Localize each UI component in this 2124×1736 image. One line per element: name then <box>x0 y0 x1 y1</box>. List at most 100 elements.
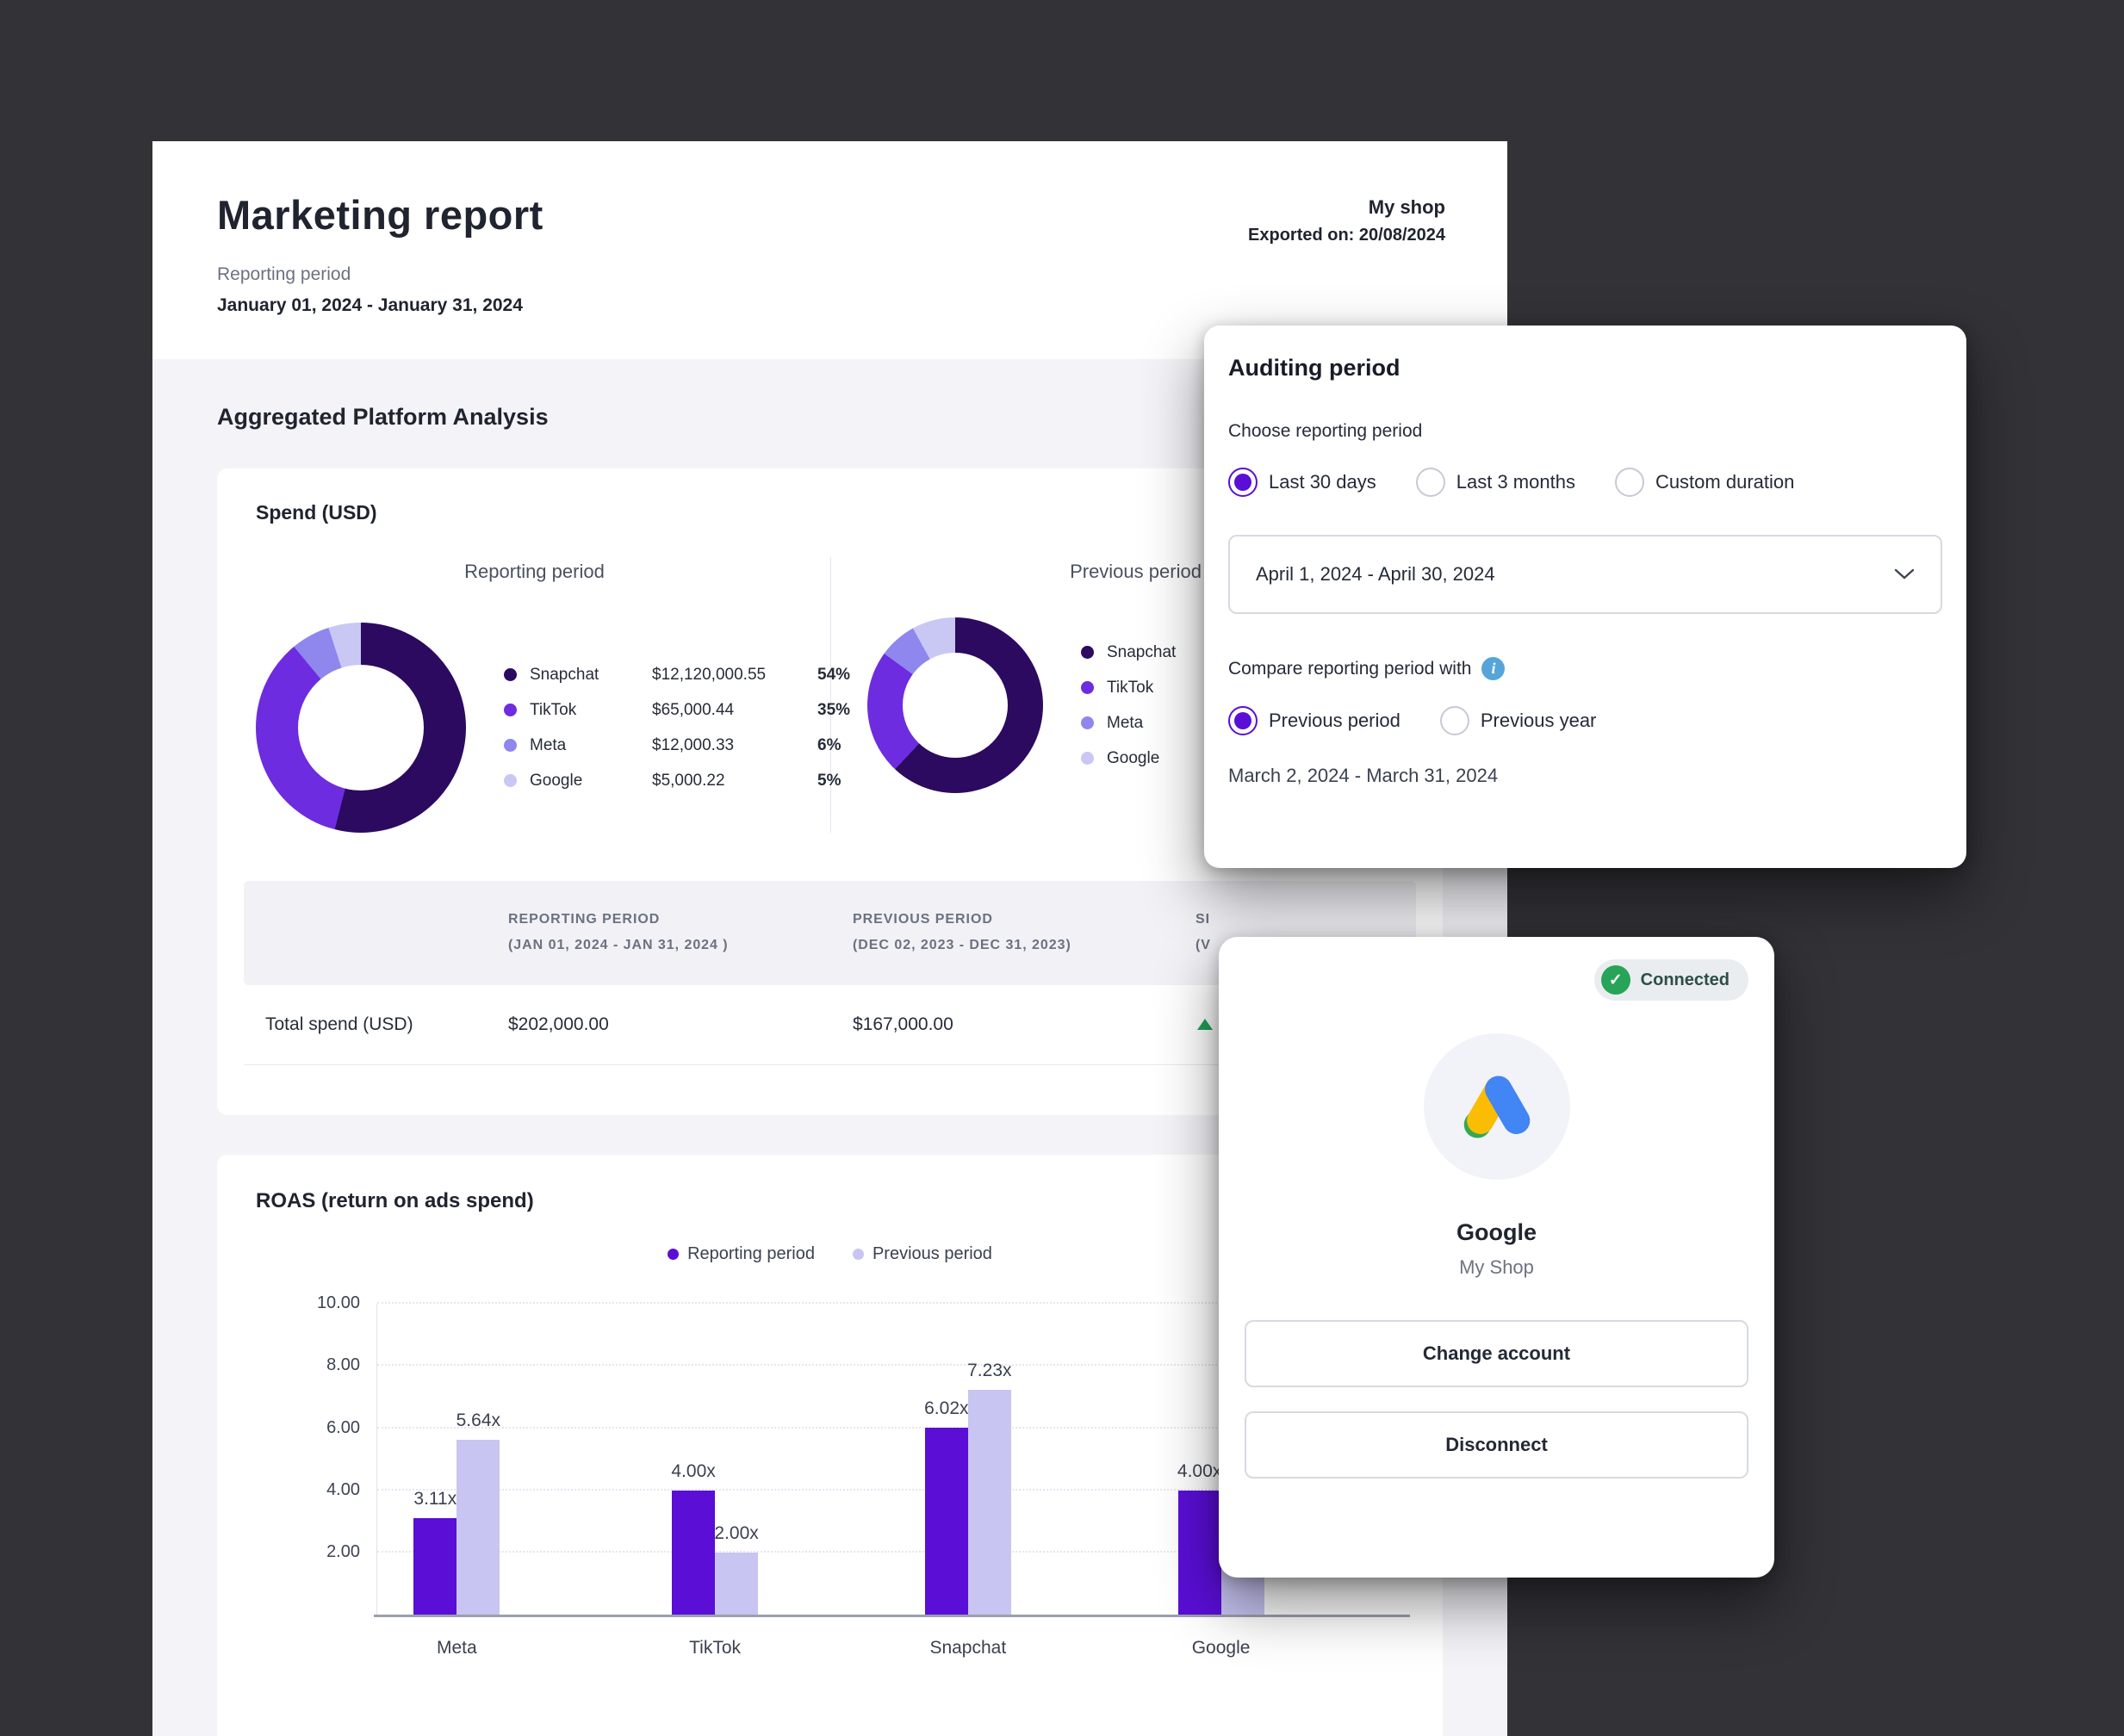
shop-name: My shop <box>1368 196 1445 218</box>
info-icon[interactable]: i <box>1481 657 1506 680</box>
donut-row: Reporting period Snapchat $12,120,000.55 5… <box>256 557 1404 833</box>
legend-dot-icon <box>504 704 517 716</box>
connected-status-badge: ✓ Connected <box>1593 959 1748 1001</box>
row-reporting-value: $202,000.00 <box>508 1014 609 1034</box>
radio-icon[interactable] <box>1439 706 1469 735</box>
bar-previous-period-tiktok <box>715 1553 759 1615</box>
table-header-change-clipped: SI (V <box>1196 912 1211 953</box>
legend-percent: 35% <box>817 700 851 719</box>
legend-label: Previous period <box>872 1243 992 1263</box>
legend-value: $5,000.22 <box>652 771 725 790</box>
legend-label: Snapchat <box>1107 642 1177 661</box>
radio-icon[interactable] <box>1415 468 1445 497</box>
radio-period-custom-duration[interactable]: Custom duration <box>1614 468 1795 497</box>
google-ads-logo-icon <box>1463 1076 1530 1138</box>
legend-item: TikTok <box>1081 679 1176 698</box>
donut-hole <box>903 653 1008 758</box>
auditing-period-panel: Auditing period Choose reporting period … <box>1204 326 1966 868</box>
legend-percent: 54% <box>817 665 851 684</box>
bar-value-label: 2.00x <box>714 1523 759 1544</box>
legend-value: $65,000.44 <box>652 700 735 719</box>
radio-period-last-3-months[interactable]: Last 3 months <box>1415 468 1575 497</box>
platform-name: Google <box>1456 1219 1537 1245</box>
compare-period-radio-group: Previous period Previous year <box>1228 706 1942 735</box>
radio-icon[interactable] <box>1228 706 1258 735</box>
bar-previous-period-snapchat <box>967 1390 1011 1615</box>
legend-label: TikTok <box>1107 678 1154 697</box>
radio-label: Custom duration <box>1655 471 1795 493</box>
radio-period-last-30-days[interactable]: Last 30 days <box>1228 468 1376 497</box>
legend-dot-icon <box>1081 681 1094 694</box>
previous-period-donut-section: Previous period Snapchat TikTok Meta Google <box>831 557 1404 833</box>
radio-label: Previous year <box>1480 710 1597 731</box>
gridline <box>377 1364 1410 1367</box>
exported-on: Exported on: 20/08/2024 <box>1248 226 1445 245</box>
x-axis-baseline <box>374 1614 1410 1617</box>
donut-title-previous: Previous period <box>1070 561 1202 582</box>
y-axis-tick-label: 8.00 <box>326 1355 360 1375</box>
legend-dot-icon <box>504 739 517 752</box>
legend-label: TikTok <box>530 700 577 719</box>
donut-hole <box>298 665 424 790</box>
radio-icon[interactable] <box>1614 468 1644 497</box>
spend-card-title: Spend (USD) <box>256 501 377 524</box>
gridline <box>377 1426 1410 1429</box>
y-axis-tick-label: 6.00 <box>326 1417 360 1437</box>
legend-item: Meta $12,000.33 6% <box>504 736 869 755</box>
radio-compare-previous-year[interactable]: Previous year <box>1439 706 1597 735</box>
legend-item: Google $5,000.22 5% <box>504 772 869 790</box>
gridline <box>377 1488 1410 1491</box>
radio-label: Previous period <box>1269 710 1400 731</box>
legend-dot-icon <box>668 1248 680 1260</box>
table-row-total-spend: Total spend (USD) $202,000.00 $167,000.0… <box>244 985 1416 1065</box>
auditing-panel-title: Auditing period <box>1228 355 1400 381</box>
legend-dot-icon <box>1081 752 1094 765</box>
x-axis-label-tiktok: TikTok <box>689 1637 742 1658</box>
radio-icon[interactable] <box>1228 468 1258 497</box>
change-account-button[interactable]: Change account <box>1245 1320 1748 1387</box>
legend-dot-icon <box>504 774 517 787</box>
legend-label: Google <box>1107 748 1160 767</box>
disconnect-button[interactable]: Disconnect <box>1245 1411 1748 1479</box>
reporting-period-label: Reporting period <box>217 264 351 284</box>
bar-reporting-period-snapchat <box>924 1427 968 1615</box>
row-previous-value: $167,000.00 <box>853 1014 953 1034</box>
chevron-down-icon <box>1894 568 1915 580</box>
bar-value-label: 6.02x <box>924 1398 969 1418</box>
legend-item: Snapchat $12,120,000.55 54% <box>504 666 869 685</box>
radio-compare-previous-period[interactable]: Previous period <box>1228 706 1400 735</box>
row-label: Total spend (USD) <box>265 1014 413 1034</box>
donut-legend-reporting: Snapchat $12,120,000.55 54% TikTok $65,000.4… <box>504 666 869 790</box>
donut-title-reporting: Reporting period <box>464 561 605 582</box>
legend-value: $12,120,000.55 <box>652 665 767 684</box>
legend-item: Snapchat <box>1081 643 1176 662</box>
legend-label: Meta <box>530 735 567 754</box>
reporting-period-value: January 01, 2024 - January 31, 2024 <box>217 295 523 315</box>
x-axis-label-meta: Meta <box>436 1637 477 1658</box>
y-axis-tick-label: 2.00 <box>326 1542 360 1562</box>
date-range-select[interactable]: April 1, 2024 - April 30, 2024 <box>1228 535 1942 614</box>
table-header-previous: PREVIOUS PERIOD (DEC 02, 2023 - DEC 31, … <box>853 912 1071 953</box>
radio-label: Last 30 days <box>1269 471 1376 493</box>
table-header-reporting: REPORTING PERIOD (JAN 01, 2024 - JAN 31,… <box>508 912 729 953</box>
legend-dot-icon <box>504 668 517 681</box>
page-title: Marketing report <box>217 192 543 238</box>
x-axis-label-snapchat: Snapchat <box>929 1637 1007 1658</box>
bar-reporting-period-google <box>1177 1490 1221 1615</box>
legend-percent: 5% <box>817 771 842 790</box>
bar-reporting-period-tiktok <box>672 1490 716 1615</box>
report-header: Marketing report Reporting period Januar… <box>152 141 1507 359</box>
gridline <box>377 1301 1410 1304</box>
legend-label: Snapchat <box>530 665 599 684</box>
legend-value: $12,000.33 <box>652 735 735 754</box>
legend-label: Meta <box>1107 713 1144 732</box>
bar-value-label: 5.64x <box>456 1410 500 1430</box>
reporting-period-radio-group: Last 30 days Last 3 months Custom duration <box>1228 468 1942 497</box>
bar-value-label: 4.00x <box>671 1460 716 1481</box>
roas-bar-chart: 2.00 4.00 6.00 8.00 10.00 3.11x 5.64x Meta 4.00x… <box>317 1293 1410 1658</box>
bar-value-label: 7.23x <box>967 1361 1012 1381</box>
google-connection-card: ✓ Connected Google My Shop Change accoun… <box>1219 937 1774 1578</box>
reporting-period-donut-section: Reporting period Snapchat $12,120,000.55 5… <box>256 557 850 833</box>
radio-label: Last 3 months <box>1456 471 1575 493</box>
